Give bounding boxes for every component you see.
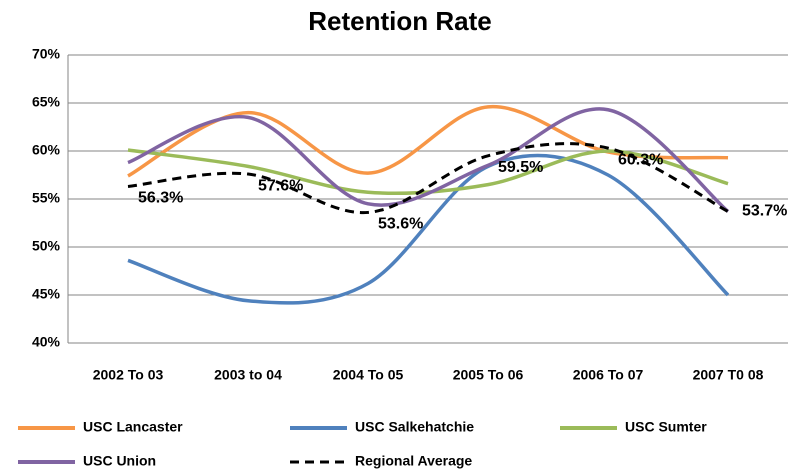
legend-label: USC Sumter xyxy=(625,419,707,435)
y-tick-label: 50% xyxy=(32,238,61,254)
data-label: 57.6% xyxy=(258,177,303,194)
data-label: 56.3% xyxy=(138,190,183,207)
data-label: 59.5% xyxy=(498,159,543,176)
chart-title: Retention Rate xyxy=(308,6,491,36)
y-tick-label: 70% xyxy=(32,46,61,62)
x-tick-label: 2004 To 05 xyxy=(333,367,404,383)
data-label: 53.6% xyxy=(378,216,423,233)
series-line xyxy=(127,153,730,305)
x-tick-label: 2005 To 06 xyxy=(453,367,524,383)
data-label: 53.7% xyxy=(742,203,787,220)
y-tick-label: 40% xyxy=(32,334,61,350)
legend-label: USC Salkehatchie xyxy=(355,419,474,435)
x-tick-label: 2003 to 04 xyxy=(214,367,282,383)
legend-label: USC Lancaster xyxy=(83,419,183,435)
series-line xyxy=(127,105,729,178)
series-line xyxy=(127,142,729,214)
y-tick-label: 65% xyxy=(32,94,61,110)
x-tick-label: 2002 To 03 xyxy=(93,367,164,383)
y-tick-label: 60% xyxy=(32,142,61,158)
y-tick-label: 55% xyxy=(32,190,61,206)
x-tick-label: 2007 T0 08 xyxy=(693,367,764,383)
legend-label: USC Union xyxy=(83,453,156,469)
data-label: 60.3% xyxy=(618,151,663,168)
y-tick-label: 45% xyxy=(32,286,61,302)
x-tick-label: 2006 To 07 xyxy=(573,367,644,383)
series-line xyxy=(127,107,730,213)
legend-label: Regional Average xyxy=(355,453,472,469)
